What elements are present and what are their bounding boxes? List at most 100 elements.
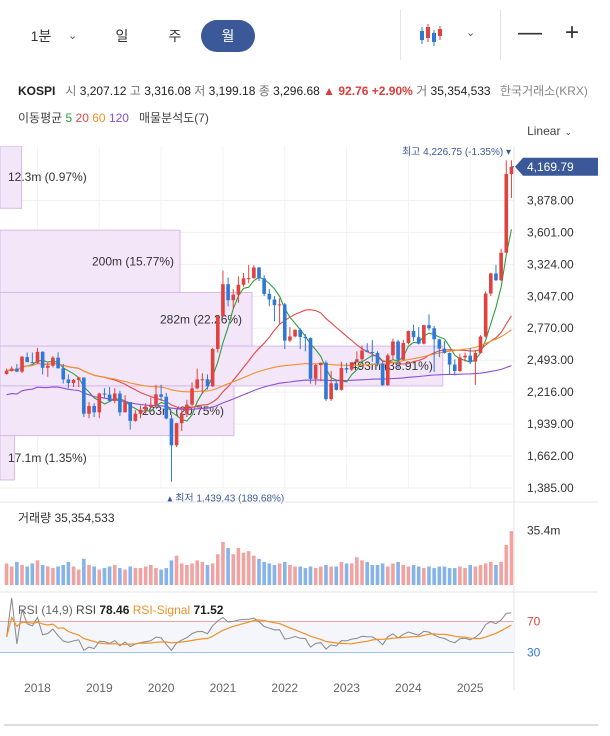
volume-bar xyxy=(391,563,395,585)
volume-bar xyxy=(303,568,308,585)
volume-bar xyxy=(334,566,339,585)
candle-body xyxy=(401,343,406,360)
candle-body xyxy=(71,379,76,384)
candle-body xyxy=(143,406,148,410)
candlestick-icon[interactable] xyxy=(418,22,444,53)
volume-bar xyxy=(102,568,107,585)
rsi-signal-value: 71.52 xyxy=(193,603,223,617)
volume-bar xyxy=(277,563,282,585)
volume-bar xyxy=(483,563,488,585)
volume-bar xyxy=(262,561,266,585)
volume-bar xyxy=(375,564,380,585)
candlesticks[interactable] xyxy=(4,160,514,482)
ma5-label: 5 xyxy=(65,111,73,125)
volume-bar xyxy=(319,566,323,585)
volume-bar xyxy=(360,560,364,585)
zoom-out-button[interactable]: — xyxy=(518,18,542,48)
zoom-in-label: + xyxy=(565,19,580,46)
close-value: 3,296.68 xyxy=(273,84,320,98)
chart-type-chevron-down-icon[interactable]: ⌄ xyxy=(466,27,476,39)
candle-body xyxy=(277,304,282,306)
volume-bar xyxy=(468,564,473,585)
candle-body xyxy=(30,362,35,364)
price-tick-label: 1,385.00 xyxy=(527,481,574,495)
volume-profile-bar xyxy=(0,229,181,293)
candle-body xyxy=(231,294,236,301)
candle-body xyxy=(226,284,230,301)
candle-body xyxy=(504,174,509,253)
timeframe-toolbar: 1분 ⌄ 일 주 월 ⌄ — + xyxy=(0,0,610,72)
candle-body xyxy=(164,396,169,419)
tab-month[interactable]: 월 xyxy=(201,20,255,52)
volume-bar xyxy=(15,561,19,585)
volume-profile-label[interactable]: 매물분석도(7) xyxy=(139,111,209,125)
volume-bar xyxy=(499,561,503,585)
zoom-out-label: — xyxy=(518,19,542,46)
tab-1min[interactable]: 1분 xyxy=(22,20,60,52)
rsi-band xyxy=(0,621,514,653)
candle-body xyxy=(35,351,40,363)
candle-body xyxy=(61,368,66,380)
volume-bar xyxy=(246,551,251,585)
candle-body xyxy=(257,267,261,279)
volume-bar xyxy=(4,563,9,585)
candle-body xyxy=(370,352,375,354)
volume-bar xyxy=(92,566,96,585)
candle-body xyxy=(406,331,411,344)
zoom-in-button[interactable]: + xyxy=(565,18,579,48)
candle-body xyxy=(92,405,96,413)
scale-select[interactable]: Linear ⌄ xyxy=(527,124,572,138)
volume-bar xyxy=(159,569,163,585)
volume-bar xyxy=(215,554,220,585)
volume-bar xyxy=(143,566,148,585)
volume-bar xyxy=(432,568,436,585)
volume-bar xyxy=(118,568,122,585)
year-tick-label: 2024 xyxy=(395,681,422,695)
volume-bar xyxy=(267,563,272,585)
candle-body xyxy=(66,379,71,384)
rsi-value: 78.46 xyxy=(99,603,132,617)
rsi-legend: RSI (14,9) RSI 78.46 RSI-Signal 71.52 xyxy=(18,603,224,617)
candle-body xyxy=(174,423,179,446)
ma120-line xyxy=(6,365,512,411)
volume-bar xyxy=(447,568,452,585)
candle-body xyxy=(51,357,55,366)
volume-bar xyxy=(241,552,246,585)
stock-chart[interactable]: 12.3m (0.97%)200m (15.77%)282m (22.26%)4… xyxy=(0,146,610,736)
moving-average-legend[interactable]: 이동평균 5 20 60 120 매물분석도(7) xyxy=(18,109,209,126)
volume-bar xyxy=(231,554,236,585)
volume-profile-label: 12.3m (0.97%) xyxy=(8,170,87,184)
volume-bar xyxy=(107,566,112,585)
candle-body xyxy=(355,359,359,363)
quote-bar: KOSPI 시 3,207.12 고 3,316.08 저 3,199.18 종… xyxy=(18,82,598,99)
candle-body xyxy=(499,252,503,281)
candle-body xyxy=(375,352,380,364)
high-label: 고 xyxy=(129,84,141,98)
current-price-tag xyxy=(515,157,598,176)
candle-body xyxy=(123,402,127,413)
candle-body xyxy=(334,383,339,390)
volume-bar xyxy=(185,564,189,585)
volume-profile-bar xyxy=(0,385,235,437)
candle-body xyxy=(385,355,390,386)
volume-bar xyxy=(313,568,318,585)
candle-body xyxy=(154,394,158,405)
candle-body xyxy=(324,362,328,400)
volume-bar xyxy=(427,566,431,585)
volume-bar xyxy=(179,563,184,585)
price-tick-label: 3,601.00 xyxy=(527,225,574,239)
volume-bar xyxy=(282,561,287,585)
candle-body xyxy=(411,331,416,338)
volume-bar xyxy=(45,566,50,585)
volume-bar xyxy=(236,548,241,585)
volume-bar xyxy=(164,568,169,585)
price-tick-label: 2,770.00 xyxy=(527,321,574,335)
candle-body xyxy=(288,336,292,341)
candle-body xyxy=(380,363,385,386)
volume-bar xyxy=(416,566,421,585)
candle-body xyxy=(45,365,50,368)
tab-week[interactable]: 주 xyxy=(158,20,192,52)
chevron-down-icon[interactable]: ⌄ xyxy=(68,30,78,42)
tab-day[interactable]: 일 xyxy=(105,20,139,52)
rsi-level-label: 70 xyxy=(527,614,541,628)
